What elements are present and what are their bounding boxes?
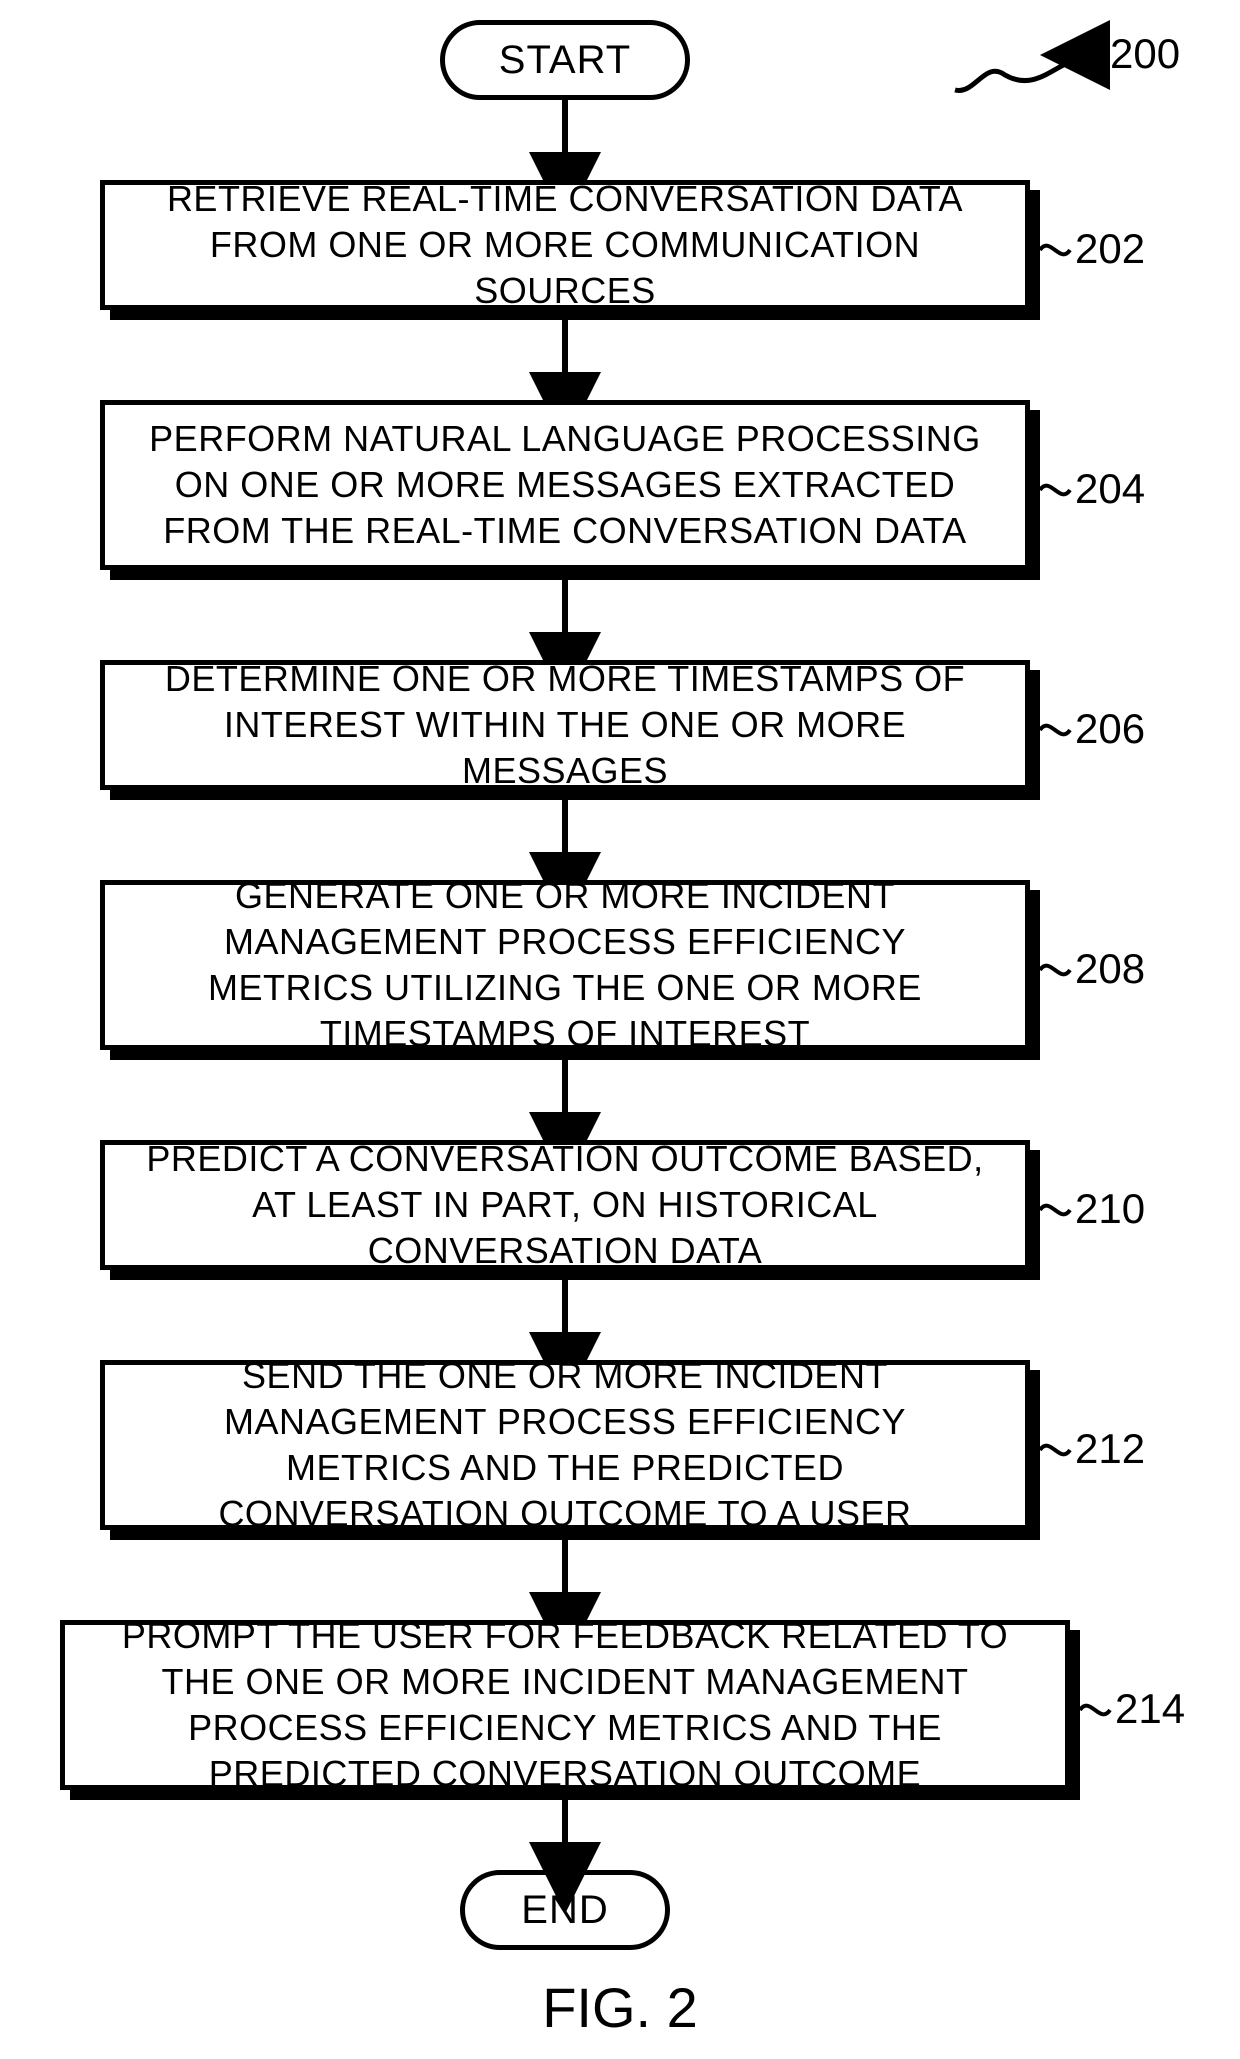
- step-text: SEND THE ONE OR MORE INCIDENT MANAGEMENT…: [145, 1353, 985, 1537]
- step-text: PREDICT A CONVERSATION OUTCOME BASED, AT…: [145, 1136, 985, 1274]
- figure-caption: FIG. 2: [0, 1975, 1240, 2040]
- step-202: RETRIEVE REAL-TIME CONVERSATION DATA FRO…: [100, 180, 1030, 310]
- step-text: PROMPT THE USER FOR FEEDBACK RELATED TO …: [105, 1613, 1025, 1797]
- step-text: GENERATE ONE OR MORE INCIDENT MANAGEMENT…: [145, 873, 985, 1057]
- flowchart-canvas: 200 START END: [0, 0, 1240, 2059]
- step-text: PERFORM NATURAL LANGUAGE PROCESSING ON O…: [145, 416, 985, 554]
- step-214: PROMPT THE USER FOR FEEDBACK RELATED TO …: [60, 1620, 1070, 1790]
- step-text: RETRIEVE REAL-TIME CONVERSATION DATA FRO…: [145, 176, 985, 314]
- step-210: PREDICT A CONVERSATION OUTCOME BASED, AT…: [100, 1140, 1030, 1270]
- step-text: DETERMINE ONE OR MORE TIMESTAMPS OF INTE…: [145, 656, 985, 794]
- step-212: SEND THE ONE OR MORE INCIDENT MANAGEMENT…: [100, 1360, 1030, 1530]
- step-204: PERFORM NATURAL LANGUAGE PROCESSING ON O…: [100, 400, 1030, 570]
- step-206: DETERMINE ONE OR MORE TIMESTAMPS OF INTE…: [100, 660, 1030, 790]
- step-208: GENERATE ONE OR MORE INCIDENT MANAGEMENT…: [100, 880, 1030, 1050]
